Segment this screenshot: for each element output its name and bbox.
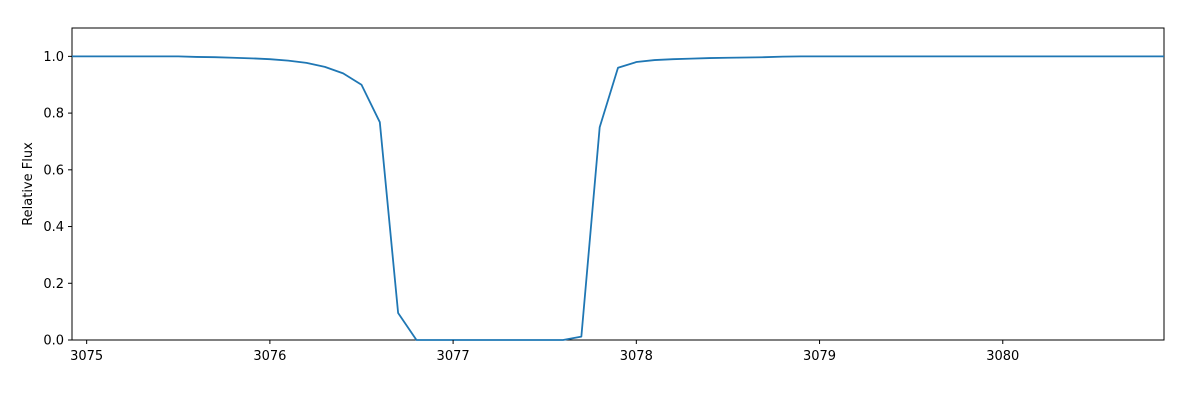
y-axis-label: Relative Flux bbox=[21, 142, 36, 226]
y-axis-ticks: 0.0 0.2 0.4 0.6 0.8 1.0 bbox=[43, 50, 72, 349]
y-tick-label: 0.4 bbox=[43, 220, 64, 235]
x-tick-label: 3076 bbox=[253, 349, 286, 364]
x-tick-label: 3075 bbox=[70, 349, 103, 364]
plot-area-frame bbox=[71, 27, 1165, 341]
y-tick-label: 0.6 bbox=[43, 163, 64, 178]
y-tick-label: 0.2 bbox=[43, 277, 64, 292]
y-tick-label: 0.8 bbox=[43, 107, 64, 122]
y-tick-label: 1.0 bbox=[43, 50, 64, 65]
flux-line bbox=[72, 55, 1164, 341]
y-tick-label: 0.0 bbox=[43, 334, 64, 349]
x-axis-ticks: 3075 3076 3077 3078 3079 3080 bbox=[70, 340, 1019, 364]
x-tick-label: 3077 bbox=[437, 349, 470, 364]
x-tick-label: 3080 bbox=[986, 349, 1019, 364]
x-tick-label: 3079 bbox=[803, 349, 836, 364]
x-tick-label: 3078 bbox=[620, 349, 653, 364]
